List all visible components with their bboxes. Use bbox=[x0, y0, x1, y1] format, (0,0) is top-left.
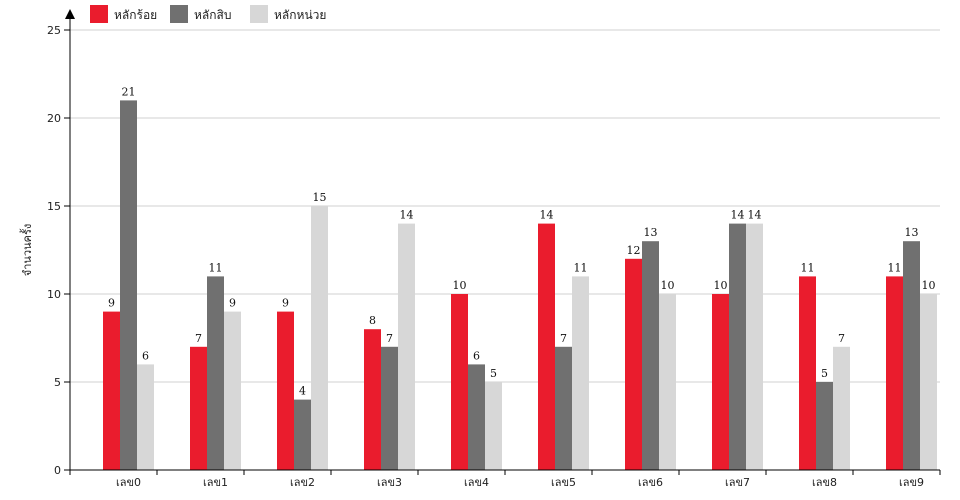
x-tick-label: เลข5 bbox=[551, 476, 576, 489]
data-label: 13 bbox=[644, 226, 658, 239]
y-tick-label: 5 bbox=[54, 376, 61, 389]
data-label: 6 bbox=[142, 349, 149, 362]
x-ticks: เลข0 เลข1 เลข2 เลข3 เลข4 เลข5 เลข6 เลข7 เลข8 เลข9 bbox=[69, 470, 941, 489]
bar bbox=[886, 276, 903, 470]
bar bbox=[659, 294, 676, 470]
data-label: 7 bbox=[386, 332, 393, 345]
data-label: 15 bbox=[313, 191, 327, 204]
bar bbox=[468, 364, 485, 470]
bar bbox=[642, 241, 659, 470]
bar bbox=[120, 100, 137, 471]
data-label: 11 bbox=[888, 261, 902, 274]
data-label: 10 bbox=[661, 279, 675, 292]
legend: หลักร้อย หลักสิบ หลักหน่วย bbox=[90, 5, 326, 23]
data-label: 7 bbox=[195, 332, 202, 345]
y-ticks: 0 5 10 15 20 25 bbox=[47, 24, 70, 477]
y-tick-label: 25 bbox=[47, 24, 61, 37]
y-tick-label: 20 bbox=[47, 112, 61, 125]
legend-swatch bbox=[250, 5, 268, 23]
data-label: 9 bbox=[282, 297, 289, 310]
y-axis-arrow-icon bbox=[65, 9, 75, 19]
x-tick-label: เลข1 bbox=[203, 476, 228, 489]
bar bbox=[451, 294, 468, 470]
data-label: 10 bbox=[453, 279, 467, 292]
data-label: 14 bbox=[731, 209, 745, 222]
y-tick-label: 15 bbox=[47, 200, 61, 213]
legend-swatch bbox=[170, 5, 188, 23]
data-label: 5 bbox=[821, 367, 828, 380]
bar bbox=[224, 311, 241, 470]
data-label: 11 bbox=[209, 261, 223, 274]
bar bbox=[311, 206, 328, 470]
bar bbox=[364, 329, 381, 470]
bar bbox=[712, 294, 729, 470]
bar bbox=[816, 382, 833, 470]
y-tick-label: 10 bbox=[47, 288, 61, 301]
legend-label: หลักร้อย bbox=[114, 8, 157, 22]
x-tick-label: เลข0 bbox=[116, 476, 141, 489]
data-label: 8 bbox=[369, 314, 376, 327]
bar bbox=[103, 311, 120, 470]
legend-swatch bbox=[90, 5, 108, 23]
bar bbox=[485, 382, 502, 470]
x-tick-label: เลข7 bbox=[725, 476, 750, 489]
y-axis-title: จำนวนครั้ง bbox=[19, 224, 34, 276]
data-label: 9 bbox=[108, 297, 115, 310]
data-label: 13 bbox=[905, 226, 919, 239]
bar bbox=[572, 276, 589, 470]
bar bbox=[207, 276, 224, 470]
x-tick-label: เลข6 bbox=[638, 476, 663, 489]
data-label: 14 bbox=[748, 209, 762, 222]
data-label: 12 bbox=[627, 244, 641, 257]
x-tick-label: เลข9 bbox=[899, 476, 924, 489]
bar bbox=[555, 346, 572, 470]
x-tick-label: เลข8 bbox=[812, 476, 837, 489]
x-tick-label: เลข4 bbox=[464, 476, 489, 489]
bar bbox=[277, 311, 294, 470]
data-label: 14 bbox=[400, 209, 414, 222]
data-label: 7 bbox=[838, 332, 845, 345]
bar bbox=[625, 258, 642, 470]
bar bbox=[190, 346, 207, 470]
x-tick-label: เลข3 bbox=[377, 476, 402, 489]
legend-label: หลักหน่วย bbox=[274, 8, 326, 22]
y-tick-label: 0 bbox=[54, 464, 61, 477]
bar bbox=[381, 346, 398, 470]
x-tick-label: เลข2 bbox=[290, 476, 315, 489]
data-label: 11 bbox=[574, 261, 588, 274]
data-label: 5 bbox=[490, 367, 497, 380]
data-label: 14 bbox=[540, 209, 554, 222]
bar bbox=[799, 276, 816, 470]
data-label: 10 bbox=[714, 279, 728, 292]
bar bbox=[294, 399, 311, 470]
bar bbox=[398, 223, 415, 470]
data-label: 11 bbox=[801, 261, 815, 274]
data-label: 6 bbox=[473, 349, 480, 362]
bar bbox=[538, 223, 555, 470]
data-label: 9 bbox=[229, 297, 236, 310]
data-label: 7 bbox=[560, 332, 567, 345]
data-label: 21 bbox=[122, 85, 136, 98]
bar bbox=[729, 223, 746, 470]
bar bbox=[903, 241, 920, 470]
bars bbox=[103, 100, 937, 471]
data-label: 4 bbox=[299, 385, 306, 398]
bar bbox=[137, 364, 154, 470]
bar bbox=[833, 346, 850, 470]
data-label: 10 bbox=[922, 279, 936, 292]
bar bbox=[920, 294, 937, 470]
legend-label: หลักสิบ bbox=[194, 8, 231, 22]
bar bbox=[746, 223, 763, 470]
